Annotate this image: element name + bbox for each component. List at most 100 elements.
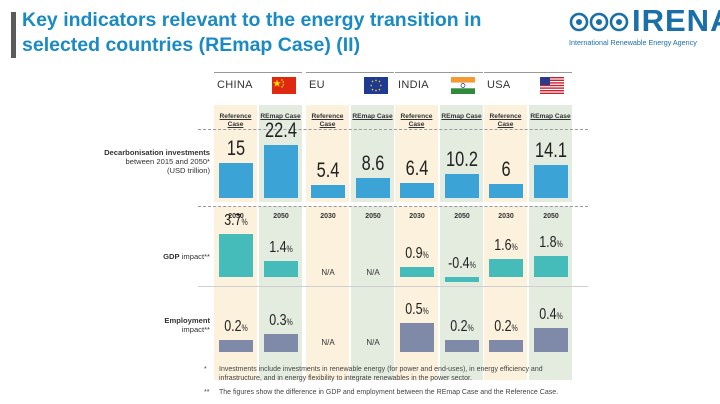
irena-logo-icon — [569, 12, 629, 32]
gdp-value-usa-ref: 1.6% — [494, 236, 518, 254]
investment-bar-china-remap — [263, 145, 298, 198]
row-label-employment-rest: impact** — [181, 325, 210, 334]
band-eu-reference — [306, 105, 349, 380]
eu-flag-icon — [364, 77, 388, 94]
year-label-india-2030: 2030 — [409, 213, 425, 220]
row-label-gdp-rest: impact** — [181, 252, 210, 261]
gdp-bar-india-ref — [399, 266, 434, 277]
footnote-1: * Investments include investments in ren… — [204, 365, 584, 385]
investment-value-usa-remap: 14.1 — [535, 138, 567, 162]
country-header-india: INDIA — [395, 72, 483, 100]
gdp-unit-usa-remap: % — [556, 239, 563, 250]
gdp-bar-china-ref — [218, 234, 253, 277]
employment-value-usa-ref: 0.2% — [494, 318, 518, 336]
employment-unit-india-remap: % — [467, 323, 474, 334]
title-accent-bar — [11, 12, 16, 58]
employment-unit-usa-ref: % — [511, 323, 518, 334]
investment-value-china-ref: 15 — [226, 136, 246, 160]
row-label-gdp: GDP impact** — [110, 252, 210, 261]
year-label-china-2050: 2050 — [273, 213, 289, 220]
band-usa-reference — [484, 105, 527, 380]
investment-value-eu-remap: 8.6 — [361, 151, 385, 175]
row-label-investment-rest: between 2015 and 2050* — [125, 157, 210, 166]
gdp-na-eu-remap: N/A — [366, 268, 380, 277]
gdp-bar-china-remap — [263, 260, 298, 277]
employment-bar-india-ref — [399, 322, 434, 352]
year-label-usa-2030: 2030 — [498, 213, 514, 220]
employment-unit-india-ref: % — [422, 305, 429, 316]
year-label-china-2030: 2030 — [228, 213, 244, 220]
year-label-eu-2030: 2030 — [320, 213, 336, 220]
title-line-2: selected countries (REmap Case) (II) — [22, 34, 361, 56]
gdp-bar-usa-ref — [488, 258, 523, 277]
row-label-investment-bold: Decarbonisation investments — [104, 148, 210, 157]
footnote-2-mark: ** — [204, 389, 210, 396]
investment-value-india-ref: 6.4 — [405, 156, 429, 180]
country-header-china: CHINA — [214, 72, 302, 100]
country-header-usa: USA — [484, 72, 572, 100]
year-label-eu-2050: 2050 — [365, 213, 381, 220]
employment-bar-usa-ref — [488, 340, 523, 352]
page-title: Key indicators relevant to the energy tr… — [22, 8, 542, 58]
divider-middle-dashed — [198, 206, 588, 207]
gdp-value-india-ref: 0.9% — [405, 244, 429, 262]
investment-bar-eu-ref — [310, 185, 345, 198]
case-label-india-remap: REmap Case — [441, 113, 482, 120]
investment-value-india-remap: 10.2 — [446, 148, 478, 172]
employment-na-eu-remap: N/A — [366, 338, 380, 347]
gdp-na-eu-ref: N/A — [321, 268, 335, 277]
gdp-unit-china-remap: % — [286, 243, 293, 254]
employment-bar-india-remap — [444, 340, 479, 352]
employment-value-china-remap: 0.3% — [269, 312, 293, 330]
employment-unit-china-ref: % — [241, 323, 248, 334]
investment-value-eu-ref: 5.4 — [316, 159, 340, 183]
footnote-1-text: Investments include investments in renew… — [219, 366, 543, 382]
country-name-eu: EU — [309, 79, 325, 91]
section-gap — [200, 202, 586, 206]
employment-bar-china-remap — [263, 334, 298, 352]
investment-bar-india-ref — [399, 182, 434, 198]
case-label-usa-remap: REmap Case — [530, 113, 571, 120]
gdp-bar-usa-remap — [533, 256, 568, 277]
divider-top-dashed — [198, 129, 588, 130]
employment-value-china-ref: 0.2% — [224, 318, 248, 336]
case-label-india-ref: Reference Case — [400, 113, 433, 128]
gdp-bar-india-remap — [444, 277, 479, 282]
employment-na-eu-ref: N/A — [321, 338, 335, 347]
gdp-unit-usa-ref: % — [511, 241, 518, 252]
divider-gdp-employment — [198, 286, 588, 287]
footnote-1-mark: * — [204, 366, 207, 373]
employment-value-india-ref: 0.5% — [405, 300, 429, 318]
investment-bar-china-ref — [218, 162, 253, 198]
investment-bar-eu-remap — [355, 177, 390, 198]
investment-bar-usa-remap — [533, 164, 568, 198]
employment-unit-china-remap: % — [286, 317, 293, 328]
country-name-india: INDIA — [398, 79, 429, 91]
investment-value-china-remap: 22.4 — [265, 119, 297, 143]
gdp-value-usa-remap: 1.8% — [539, 234, 563, 252]
row-label-investment-unit: (USD trillion) — [166, 166, 210, 175]
india-flag-icon — [451, 77, 475, 94]
case-label-china-ref: Reference Case — [219, 113, 252, 128]
year-label-usa-2050: 2050 — [543, 213, 559, 220]
employment-unit-usa-remap: % — [556, 311, 563, 322]
usa-flag-icon — [540, 77, 564, 94]
investment-bar-india-remap — [444, 174, 479, 198]
footnote-2: ** The figures show the difference in GD… — [204, 388, 584, 398]
china-flag-icon — [272, 77, 296, 94]
employment-bar-china-ref — [218, 340, 253, 352]
country-header-eu: EU — [306, 72, 394, 100]
employment-bar-usa-remap — [533, 328, 568, 352]
employment-value-india-remap: 0.2% — [450, 318, 474, 336]
year-label-india-2050: 2050 — [454, 213, 470, 220]
title-line-1: Key indicators relevant to the energy tr… — [22, 9, 482, 31]
case-label-eu-remap: REmap Case — [352, 113, 393, 120]
logo-subtitle: International Renewable Energy Agency — [569, 38, 697, 47]
band-india-remap — [440, 105, 483, 380]
investment-bar-usa-ref — [488, 183, 523, 198]
gdp-value-china-ref: 3.7% — [224, 212, 248, 230]
row-label-employment-bold: Employment — [164, 316, 210, 325]
gdp-unit-india-ref: % — [422, 249, 429, 260]
row-label-gdp-bold: GDP — [163, 252, 180, 261]
footnote-2-text: The figures show the difference in GDP a… — [219, 389, 559, 396]
